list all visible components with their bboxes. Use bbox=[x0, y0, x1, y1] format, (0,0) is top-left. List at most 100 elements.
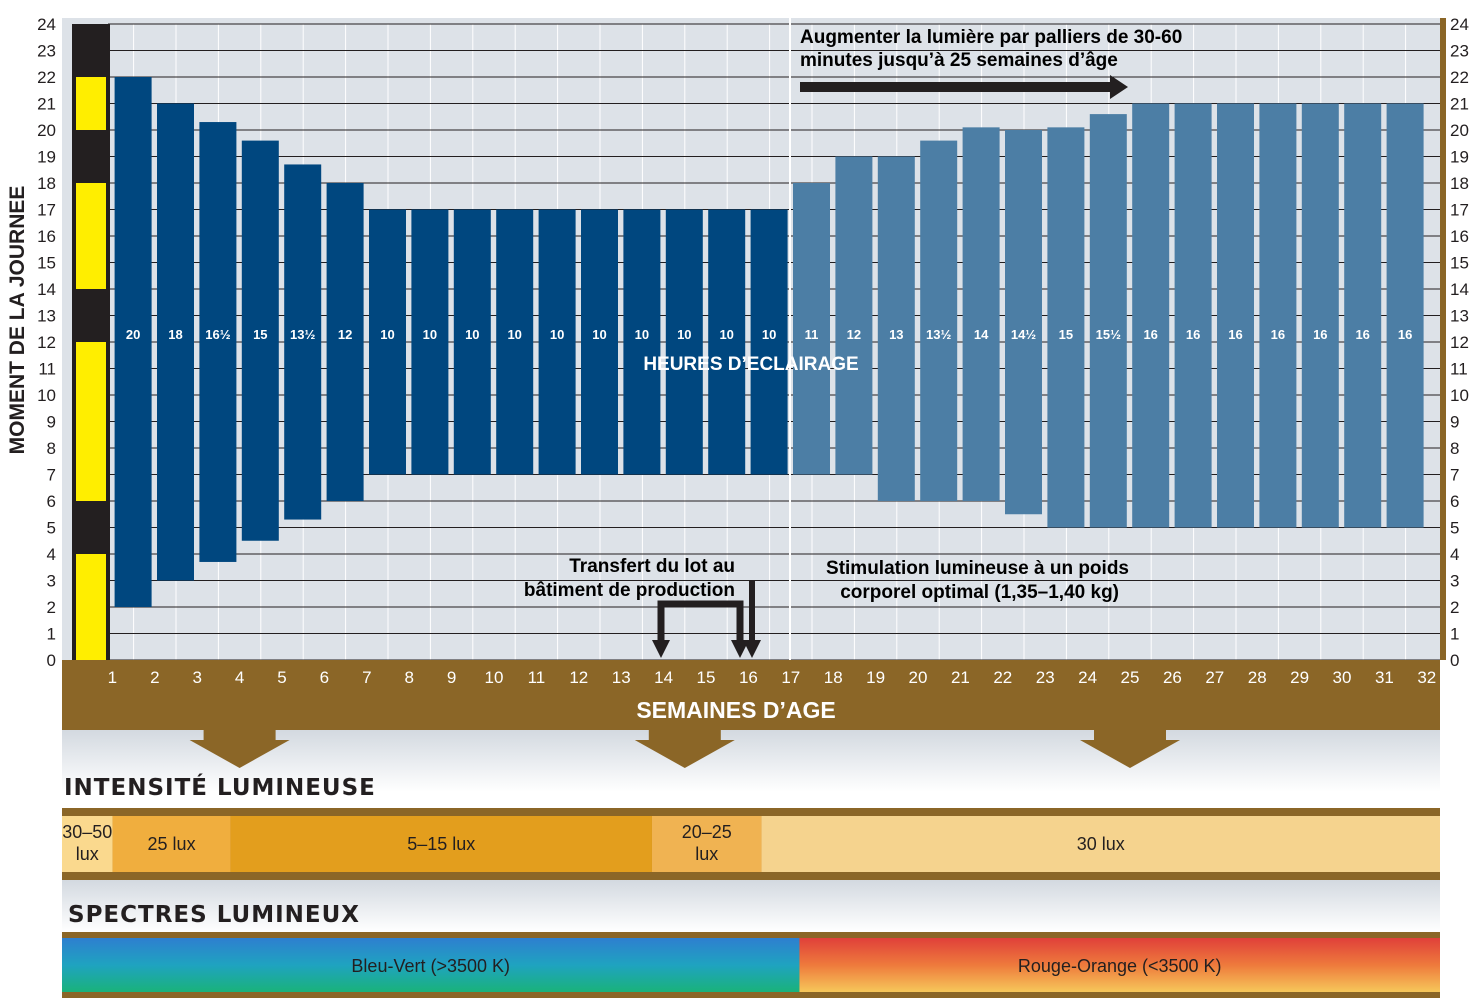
bar-label: 10 bbox=[380, 327, 394, 342]
y-tick-left: 20 bbox=[37, 121, 56, 140]
day-night-segment-light bbox=[76, 342, 106, 501]
bar-label: 14½ bbox=[1011, 327, 1036, 342]
bar-label: 16 bbox=[1228, 327, 1242, 342]
y-tick-left: 21 bbox=[37, 95, 56, 114]
transfer-bracket-arrow bbox=[657, 600, 744, 646]
intensity-label: 25 lux bbox=[148, 834, 196, 854]
bar-week-8 bbox=[411, 209, 449, 475]
bar-week-18 bbox=[835, 156, 873, 475]
x-tick: 21 bbox=[951, 668, 970, 687]
intensity-segment bbox=[62, 816, 113, 872]
bar-label: 13 bbox=[889, 327, 903, 342]
y-tick-right: 11 bbox=[1450, 360, 1468, 379]
x-tick: 15 bbox=[697, 668, 716, 687]
spectrum-fade-band bbox=[62, 880, 1440, 932]
bar-week-26 bbox=[1174, 103, 1212, 528]
x-tick: 7 bbox=[362, 668, 371, 687]
bar-label: 14 bbox=[974, 327, 989, 342]
intensity-label: 20–25 bbox=[682, 822, 732, 842]
y-tick-right: 18 bbox=[1450, 174, 1469, 193]
bar-labels-group: 20 18 16½ 15 13½ 12 10 10 10 10 10 10 10 10 10 10 11 12 13… bbox=[126, 327, 1412, 342]
intensity-segment bbox=[230, 816, 652, 872]
x-tick: 19 bbox=[866, 668, 885, 687]
increase-arrow bbox=[800, 75, 1128, 99]
x-tick: 10 bbox=[485, 668, 504, 687]
bar-week-13 bbox=[623, 209, 661, 475]
annotation-increase: Augmenter la lumière par palliers de 30-… bbox=[800, 27, 1182, 99]
bar-week-27 bbox=[1217, 103, 1254, 528]
x-tick: 28 bbox=[1248, 668, 1267, 687]
intensity-segment bbox=[651, 816, 762, 872]
y-tick-left: 11 bbox=[38, 360, 56, 379]
bar-label: 11 bbox=[805, 327, 819, 342]
y-tick-right: 0 bbox=[1450, 651, 1459, 670]
x-tick: 13 bbox=[612, 668, 631, 687]
y-tick-left: 0 bbox=[47, 651, 56, 670]
bar-week-20 bbox=[920, 140, 958, 501]
x-tick: 8 bbox=[404, 668, 413, 687]
bar-label: 16 bbox=[1271, 327, 1285, 342]
y-tick-right: 9 bbox=[1450, 413, 1459, 432]
transfer-arrowhead-right bbox=[731, 640, 749, 658]
annotation-increase-line-1: Augmenter la lumière par palliers de 30-… bbox=[800, 27, 1182, 48]
bar-label: 10 bbox=[635, 327, 649, 342]
bar-label: 10 bbox=[762, 327, 776, 342]
annotation-stimulation-line-1: Stimulation lumineuse à un poids bbox=[826, 558, 1129, 579]
bar-week-6 bbox=[326, 183, 364, 501]
bar-week-5 bbox=[284, 164, 322, 520]
y-tick-left: 10 bbox=[37, 386, 56, 405]
bar-week-15 bbox=[708, 209, 746, 475]
intensity-label: lux bbox=[76, 844, 99, 864]
bar-label: 13½ bbox=[290, 327, 315, 342]
y-tick-right: 4 bbox=[1450, 545, 1459, 564]
x-tick: 24 bbox=[1078, 668, 1097, 687]
spectrum-segment bbox=[62, 938, 800, 992]
down-arrows bbox=[189, 730, 1180, 768]
y-tick-right: 6 bbox=[1450, 492, 1459, 511]
intensity-segment bbox=[112, 816, 231, 872]
y-tick-right: 13 bbox=[1450, 307, 1469, 326]
y-tick-left: 2 bbox=[47, 598, 56, 617]
x-tick: 27 bbox=[1205, 668, 1224, 687]
y-tick-left: 6 bbox=[47, 492, 56, 511]
day-night-scale bbox=[72, 24, 110, 660]
day-night-segment-dark bbox=[76, 130, 106, 183]
y-tick-left: 13 bbox=[37, 307, 56, 326]
y-tick-right: 19 bbox=[1450, 148, 1469, 167]
down-arrow bbox=[189, 730, 290, 768]
bar-week-30 bbox=[1344, 103, 1382, 528]
bar-label: 10 bbox=[550, 327, 564, 342]
intensity-title: INTENSITÉ LUMINEUSE bbox=[64, 773, 376, 801]
y-tick-left: 7 bbox=[47, 466, 56, 485]
y-tick-right: 21 bbox=[1450, 95, 1469, 114]
y-tick-left: 17 bbox=[37, 201, 56, 220]
spectrum-label: Rouge-Orange (<3500 K) bbox=[1018, 956, 1222, 976]
spectrum-label: Bleu-Vert (>3500 K) bbox=[351, 956, 510, 976]
x-tick: 6 bbox=[320, 668, 329, 687]
bar-label: 16 bbox=[1143, 327, 1157, 342]
bar-label: 13½ bbox=[926, 327, 951, 342]
y-tick-left: 24 bbox=[37, 15, 56, 34]
y-tick-right: 17 bbox=[1450, 201, 1469, 220]
x-tick: 1 bbox=[108, 668, 117, 687]
bar-week-14 bbox=[665, 209, 703, 475]
bar-label: 18 bbox=[168, 327, 182, 342]
y-tick-right: 1 bbox=[1450, 625, 1459, 644]
day-night-segment-light bbox=[76, 554, 106, 660]
x-ticks: 1 2 3 4 5 6 7 8 9 10 11 12 13 14 15 16 17 18 19 20 21 22 23 24 2… bbox=[108, 668, 1437, 687]
bar-week-23 bbox=[1047, 127, 1085, 528]
annotation-transfer-line-1: Transfert du lot au bbox=[569, 556, 735, 577]
arrow-band bbox=[62, 730, 1440, 792]
bar-week-28 bbox=[1259, 103, 1297, 528]
bar-label: 10 bbox=[423, 327, 437, 342]
x-tick: 31 bbox=[1375, 668, 1394, 687]
bar-label: 15 bbox=[253, 327, 267, 342]
y-tick-left: 23 bbox=[37, 42, 56, 61]
y-tick-left: 12 bbox=[37, 333, 56, 352]
y-tick-right: 10 bbox=[1450, 386, 1469, 405]
bar-label: 16 bbox=[1398, 327, 1412, 342]
